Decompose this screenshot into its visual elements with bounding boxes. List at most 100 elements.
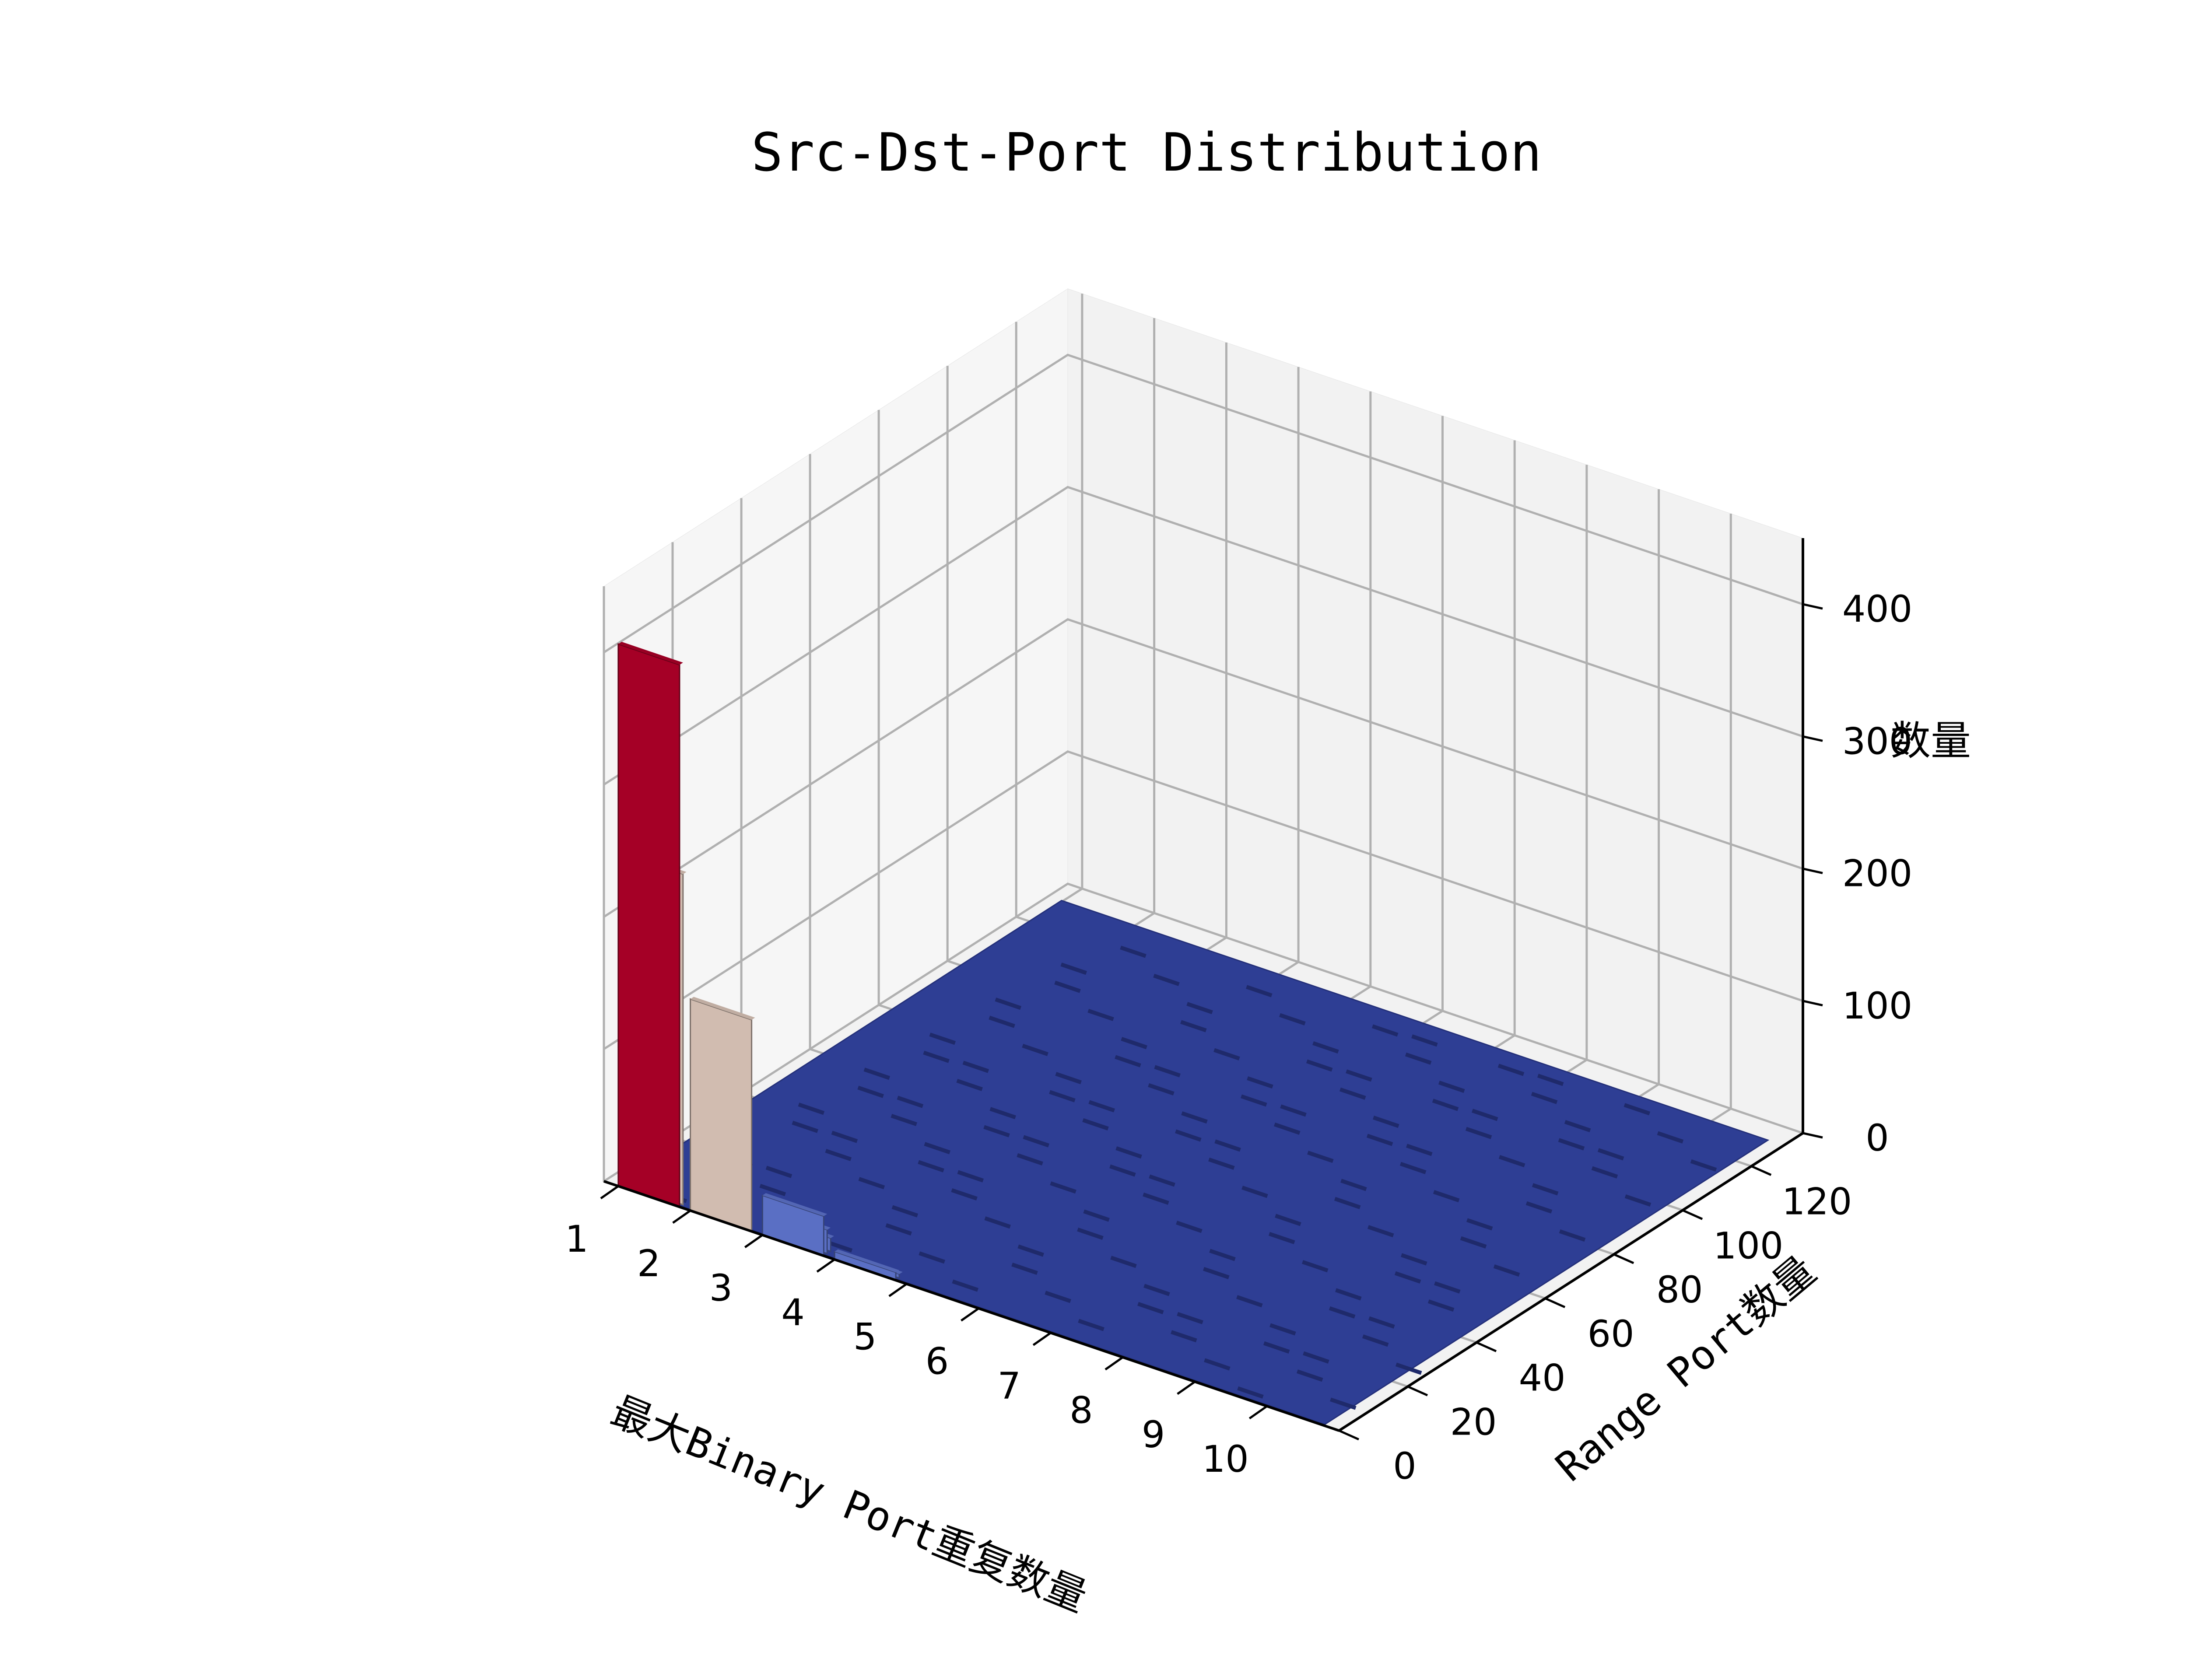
y-tick — [1545, 1297, 1566, 1309]
floor-streak — [1120, 945, 1147, 958]
bar — [617, 642, 683, 1208]
x-tick — [816, 1258, 835, 1273]
floor-streak — [1054, 980, 1081, 993]
floor-streak — [1559, 1229, 1586, 1242]
floor-streak — [957, 1170, 984, 1183]
floor-streak — [1537, 1074, 1564, 1086]
floor-streak — [1237, 1386, 1264, 1399]
x-tick-label: 7 — [997, 1364, 1020, 1407]
floor-streak — [1472, 1109, 1498, 1121]
floor-streak — [1460, 1236, 1487, 1249]
bar-top-face — [762, 1193, 828, 1216]
x-tick-label: 4 — [781, 1291, 804, 1334]
floor-streak — [918, 1160, 944, 1172]
floor-streak — [1213, 1048, 1240, 1060]
floor-streak — [1088, 1100, 1115, 1113]
floor-streak — [1180, 1020, 1207, 1032]
bar-front-face — [690, 998, 753, 1232]
floor-streak — [1303, 1351, 1329, 1364]
floor-streak — [962, 1060, 989, 1073]
floor-streak — [1175, 1129, 1202, 1142]
z-tick — [1802, 868, 1823, 874]
floor-streak — [1083, 1209, 1110, 1222]
y-tick-label: 120 — [1782, 1180, 1852, 1223]
floor-streak — [1247, 1076, 1273, 1089]
floor-streak — [1022, 1043, 1048, 1056]
floor-streak — [1302, 1260, 1329, 1273]
floor-streak — [983, 1125, 1010, 1138]
floor-streak — [1330, 1397, 1357, 1410]
grid-line-z — [603, 486, 1803, 786]
floor-streak — [1280, 1104, 1307, 1117]
floor-streak — [919, 1251, 945, 1264]
z-tick-label: 300 — [1842, 720, 1912, 763]
bars — [617, 642, 903, 1281]
x-tick — [961, 1307, 979, 1322]
floor-streak — [1368, 1316, 1395, 1329]
axis-lines — [603, 538, 1804, 1432]
floor-streak — [1143, 1284, 1170, 1296]
floor-streak — [1394, 1271, 1421, 1284]
floor-streak — [1143, 1192, 1169, 1205]
y-tick-label: 80 — [1656, 1268, 1703, 1311]
y-tick-label: 0 — [1393, 1445, 1416, 1488]
bar-top-face — [690, 997, 755, 1020]
floor-streak — [1236, 1295, 1263, 1308]
floor-streak — [1181, 1111, 1208, 1124]
bar — [690, 997, 755, 1232]
floor-streak — [1497, 1064, 1525, 1076]
x-tick-label: 5 — [853, 1316, 877, 1358]
grid-line-z — [603, 618, 1803, 918]
floor-streak — [1371, 1024, 1399, 1037]
floor-streak — [1432, 1099, 1459, 1111]
floor-streak — [1049, 1090, 1076, 1102]
floor-streak — [1335, 1288, 1362, 1301]
y-tick — [1613, 1253, 1634, 1264]
floor-streak — [885, 1223, 912, 1236]
floor-streak — [1268, 1232, 1295, 1244]
floor-streak — [1153, 973, 1180, 986]
floor-streak — [831, 1130, 858, 1143]
floor-streak — [1204, 1358, 1231, 1371]
x-tick — [600, 1185, 619, 1200]
x-tick-label: 9 — [1142, 1413, 1165, 1456]
floor-streak — [1296, 1369, 1323, 1382]
x-axis-line — [603, 1180, 1339, 1432]
chart-title: Src-Dst-Port Distribution — [751, 122, 1542, 183]
floor-streak — [1306, 1059, 1333, 1072]
floor-streak — [825, 1148, 852, 1162]
floor-streak — [1148, 1083, 1175, 1096]
floor-streak — [929, 1032, 956, 1045]
floor-streak — [1465, 1127, 1492, 1139]
floor-streak — [1109, 1164, 1136, 1177]
floor-streak — [1531, 1092, 1558, 1104]
floor-streak — [891, 1205, 919, 1218]
y-tick-label: 60 — [1588, 1312, 1634, 1355]
floor-streak — [857, 1085, 884, 1098]
floor-streak — [897, 1096, 924, 1108]
floor-streak — [1149, 1174, 1175, 1187]
floor-streak — [1373, 1116, 1399, 1128]
z-tick — [1802, 603, 1823, 610]
floor-streak — [1177, 1312, 1203, 1324]
floor-streak — [1657, 1131, 1684, 1144]
floor-streak — [989, 1015, 1015, 1028]
x-tick — [1032, 1332, 1052, 1346]
floor-streak — [1082, 1118, 1109, 1130]
floor-streak — [924, 1142, 951, 1155]
floor-streak — [1366, 1134, 1393, 1146]
floor-streak — [1060, 962, 1087, 975]
bar-top-face — [835, 1249, 899, 1273]
z-axis-label: 数量 — [1890, 718, 1971, 764]
y-tick — [1476, 1341, 1497, 1352]
floor-streak — [1367, 1225, 1394, 1238]
floor-streak — [1275, 1214, 1301, 1226]
floor-streak — [956, 1078, 983, 1091]
z-tick-label: 400 — [1842, 588, 1912, 630]
z-tick — [1802, 1132, 1823, 1139]
grid-line-z — [603, 750, 1803, 1050]
floor-streak — [1395, 1362, 1422, 1375]
z-tick — [1802, 1000, 1823, 1007]
